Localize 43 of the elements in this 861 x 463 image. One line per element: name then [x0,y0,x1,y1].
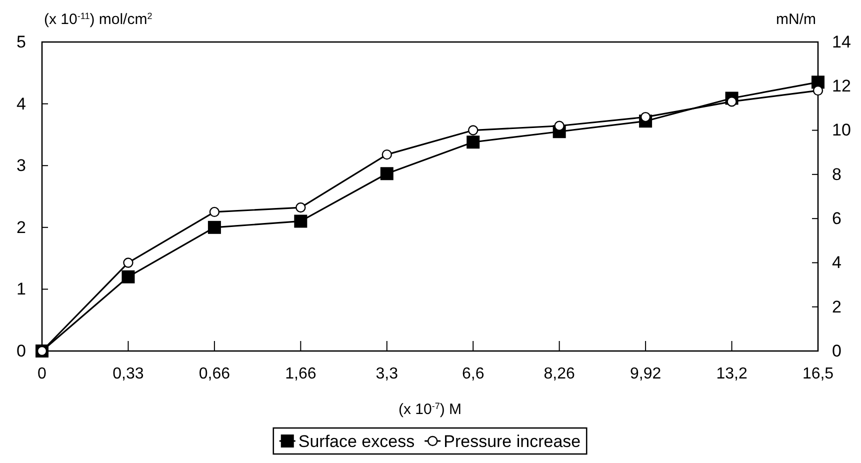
point [726,96,737,107]
y2-tick-label: 10 [832,120,851,140]
y-axis-title: (x 10$^{-11}$) mol/cm$^{2}$ [44,11,152,28]
point [382,149,392,160]
y2-tick-label: 2 [832,297,842,316]
y-tick-label: 0 [16,341,26,360]
y2-tick-label: 14 [832,32,851,52]
point [209,206,220,218]
x-tick-label: 1,66 [285,365,316,382]
x-tick-label: 6,6 [462,365,484,382]
y-tick-label: 1 [16,280,26,299]
y2-tick-label: 6 [832,209,842,228]
point [640,112,651,122]
point [554,120,564,131]
point [468,125,478,136]
legend-label: Pressure increase [444,432,581,451]
y2-axis-title: mN/m [776,11,816,28]
x-tick-label: 0,66 [198,365,230,382]
y-tick-label: 3 [16,156,26,176]
point [812,85,824,96]
x-tick-label: 0 [38,365,47,382]
y2-tick-label: 12 [832,76,851,96]
point [466,136,480,149]
y-tick-label: 4 [16,94,26,114]
y2-tick-label: 8 [832,164,842,184]
point [208,220,221,234]
x-tick-label: 0,33 [112,365,144,382]
x-tick-label: 3,3 [376,365,398,382]
x-tick-label: 9,92 [630,365,662,382]
y2-tick-label: 4 [832,253,842,272]
x-tick-label: 13,2 [716,365,748,382]
y2-tick-label: 0 [832,341,842,360]
point [380,167,394,180]
x-tick-label: 16,5 [802,365,834,382]
x-axis-title: (x 10$^{-7}$) M [398,401,462,418]
legend-label: Surface excess [298,432,415,451]
x-tick-label: 8,26 [544,365,576,382]
y-tick-label: 2 [16,218,26,237]
point [294,214,308,228]
point [296,202,306,213]
point [122,270,135,284]
point [123,258,134,268]
y-tick-label: 5 [16,32,26,52]
